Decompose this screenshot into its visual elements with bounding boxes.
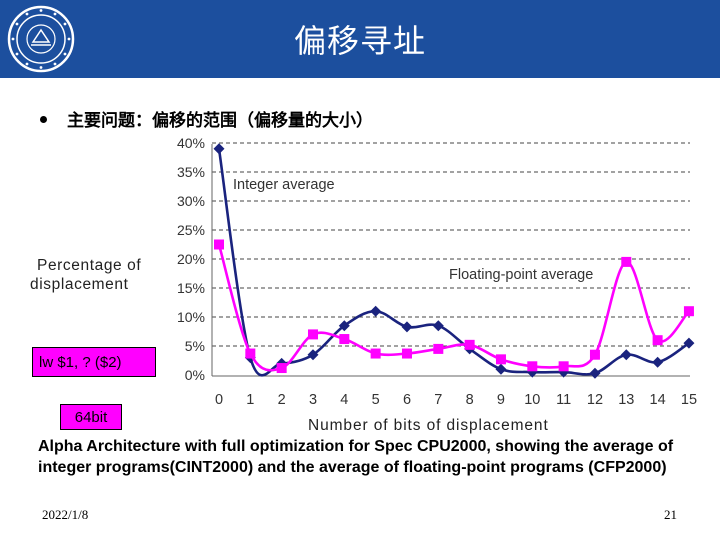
x-tick-label: 14 [650,392,666,408]
integer-data-point [495,363,507,375]
x-tick-label: 12 [587,392,603,408]
x-tick-label: 1 [246,392,254,408]
floating-point-data-point [558,361,569,372]
integer-data-point [338,320,350,332]
y-tick-label: 0% [185,367,205,383]
y-tick-label: 40% [177,135,205,151]
series-line-floating-point-average [217,244,690,372]
y-tick-label: 20% [177,251,205,267]
bullet-text: 主要问题：偏移的范围（偏移量的大小） [67,111,373,131]
x-tick-label: 8 [466,392,474,408]
legend-integer-average: Integer average [233,177,335,193]
x-tick-label: 5 [372,392,380,408]
y-tick-label: 35% [177,164,205,180]
y-axis-label-line2: displacement [30,276,129,293]
floating-point-data-point [433,343,444,354]
annotation-64bit: 64bit [60,404,122,430]
floating-point-data-point [401,348,412,359]
plot-area [212,144,690,376]
integer-data-point [589,367,601,379]
floating-point-data-point [276,363,287,374]
integer-data-point [213,143,225,155]
annotation-lw-instruction: lw $1, ? ($2) [32,347,156,377]
x-tick-labels: 0 1 2 3 4 5 6 7 8 9 10 11 12 13 14 15 [215,392,697,408]
footer-date: 2022/1/8 [42,507,89,522]
x-axis-label: Number of bits of displacement [308,417,549,434]
floating-point-data-point [245,348,256,359]
x-tick-label: 15 [681,392,697,408]
x-tick-label: 6 [403,392,411,408]
x-tick-label: 9 [497,392,505,408]
x-tick-label: 0 [215,392,223,408]
floating-point-data-point [589,349,600,360]
floating-point-data-point [652,335,663,346]
integer-data-point [401,321,413,333]
y-tick-label: 25% [177,222,205,238]
floating-point-data-point [495,354,506,365]
legend-floating-point-average: Floating-point average [449,267,593,283]
floating-point-data-point [527,361,538,372]
y-tick-labels: 0% 5% 10% 15% 20% 25% 30% 35% 40% [177,135,205,383]
x-tick-label: 4 [340,392,348,408]
bullet-dot-icon [40,115,47,123]
integer-data-point [307,349,319,361]
floating-point-data-point [464,339,475,350]
floating-point-data-point [370,348,381,359]
displacement-chart: 0%5%10%15%20%25%30%35%40% 0 1 2 3 4 5 6 7 8 9 10 11… [30,135,697,434]
y-tick-label: 30% [177,193,205,209]
figure-caption: Alpha Architecture with full optimizatio… [38,438,674,476]
university-seal-icon [7,5,75,73]
y-axis-label-line1: Percentage of [37,257,141,274]
integer-data-point [683,337,695,349]
bullet-item: 主要问题：偏移的范围（偏移量的大小） [40,106,373,131]
integer-data-point [652,356,664,368]
page-number: 21 [664,507,677,522]
x-tick-label: 2 [278,392,286,408]
y-tick-label: 5% [185,338,205,354]
y-tick-label: 15% [177,280,205,296]
integer-data-point [620,349,632,361]
floating-point-data-point [621,256,632,267]
floating-point-data-point [214,239,224,250]
floating-point-data-point [683,306,694,317]
chart-series [213,143,695,379]
y-tick-label: 10% [177,309,205,325]
page-title: 偏移寻址 [293,22,426,60]
x-tick-label: 7 [434,392,442,408]
floating-point-data-point [307,329,318,340]
integer-data-point [370,305,382,317]
title-bar: 偏移寻址 [0,0,720,78]
x-tick-label: 10 [524,392,540,408]
x-tick-label: 11 [556,392,571,408]
integer-data-point [432,320,444,332]
x-tick-label: 13 [618,392,634,408]
floating-point-data-point [339,334,350,345]
x-tick-label: 3 [309,392,317,408]
